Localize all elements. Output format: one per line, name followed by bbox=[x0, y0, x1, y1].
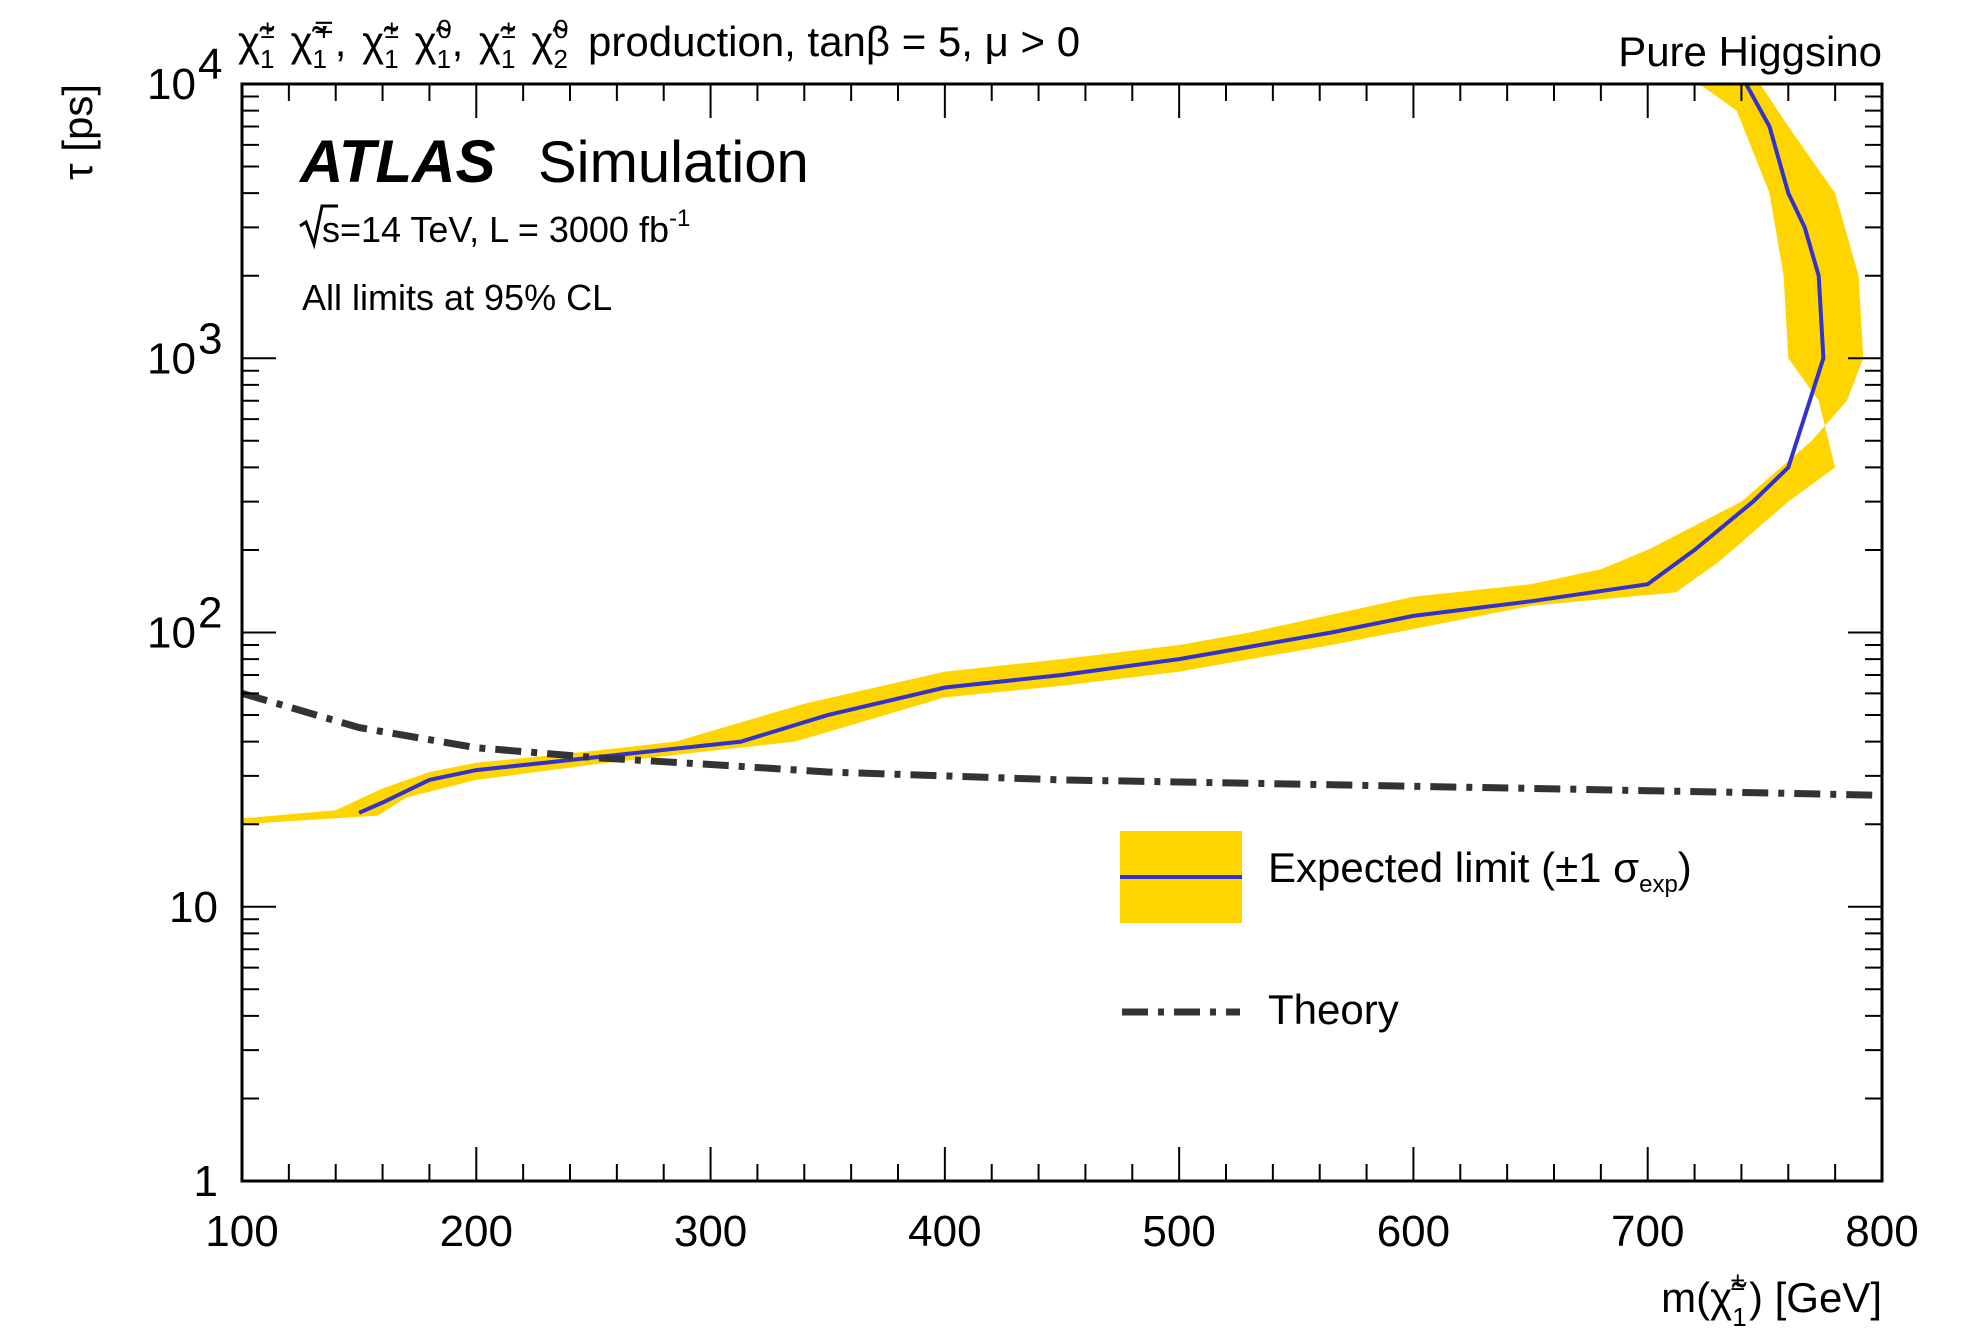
legend: Expected limit (±1 σexp) Theory bbox=[1120, 831, 1692, 1033]
y-axis-ticks bbox=[242, 83, 1882, 1182]
x-tick-label: 100 bbox=[205, 1207, 278, 1256]
svg-text:s=14 TeV, L = 3000 fb-1: s=14 TeV, L = 3000 fb-1 bbox=[322, 205, 690, 250]
x-axis-tick-labels: 100 200 300 400 500 600 700 800 bbox=[205, 1207, 1918, 1256]
plot-area bbox=[242, 84, 1882, 825]
y-tick-exponent: 4 bbox=[198, 40, 222, 89]
x-axis-ticks bbox=[241, 84, 1883, 1181]
x-tick-label: 400 bbox=[908, 1207, 981, 1256]
expected-limit-band bbox=[242, 84, 1864, 825]
x-axis-label: m(χ̃1±) [GeV] bbox=[1661, 1266, 1882, 1332]
x-tick-label: 500 bbox=[1142, 1207, 1215, 1256]
y-tick-exponent: 3 bbox=[198, 314, 222, 363]
y-tick-label: 10 bbox=[147, 334, 196, 383]
chart-title: χ̃1± χ̃1∓, χ̃1± χ̃10, χ̃1± χ̃20 producti… bbox=[238, 0, 1080, 74]
corner-label: Pure Higgsino bbox=[1618, 28, 1882, 75]
x-tick-label: 300 bbox=[674, 1207, 747, 1256]
energy-lumi-label: s=14 TeV, L = 3000 fb-1 bbox=[299, 204, 690, 250]
y-tick-label: 10 bbox=[147, 60, 196, 109]
y-tick-label: 10 bbox=[169, 883, 218, 932]
y-tick-label: 10 bbox=[147, 609, 196, 658]
x-tick-label: 700 bbox=[1611, 1207, 1684, 1256]
experiment-sublabel: Simulation bbox=[538, 130, 809, 195]
y-tick-label: 1 bbox=[194, 1157, 218, 1206]
y-axis-label: τ [ps] bbox=[54, 84, 101, 180]
legend-expected-label: Expected limit (±1 σexp) bbox=[1268, 844, 1692, 898]
cl-label: All limits at 95% CL bbox=[302, 277, 612, 318]
expected-limit-line bbox=[358, 84, 1826, 815]
x-tick-label: 800 bbox=[1845, 1207, 1918, 1256]
sqrt-symbol bbox=[299, 204, 338, 250]
experiment-label: ATLAS bbox=[298, 128, 496, 195]
y-tick-exponent: 2 bbox=[198, 589, 222, 638]
x-tick-label: 600 bbox=[1377, 1207, 1450, 1256]
x-tick-label: 200 bbox=[440, 1207, 513, 1256]
legend-theory-label: Theory bbox=[1268, 986, 1399, 1033]
theory-line bbox=[242, 689, 1882, 799]
